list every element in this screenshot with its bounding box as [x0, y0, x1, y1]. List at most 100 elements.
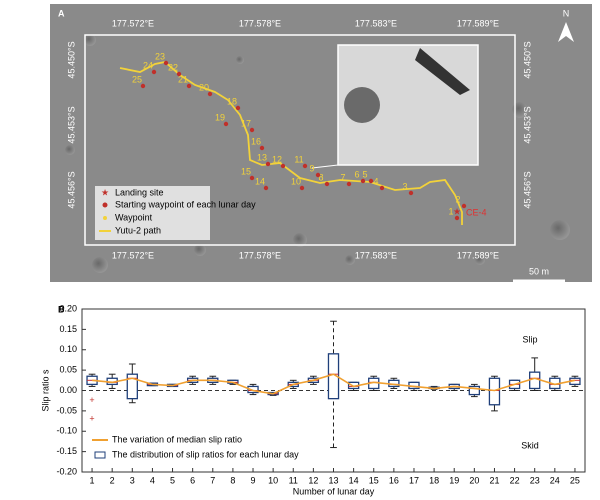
day-label: 24 [143, 60, 153, 70]
lon-label: 177.589°E [457, 18, 499, 28]
x-axis-label: Number of lunar day [293, 486, 375, 496]
y-tick-label: -0.05 [56, 405, 77, 415]
day-label: 13 [257, 152, 267, 162]
day-start [176, 71, 182, 77]
legend-label: The variation of median slip ratio [112, 434, 242, 444]
box [488, 377, 501, 406]
legend-label: Waypoint [115, 212, 153, 222]
x-tick-label: 16 [389, 475, 399, 485]
map-frame [84, 34, 516, 246]
day-start [249, 175, 255, 181]
day-start [324, 181, 330, 187]
day-start [259, 145, 265, 151]
annotation: Slip [522, 334, 537, 344]
day-label: 22 [168, 62, 178, 72]
day-start [263, 185, 269, 191]
x-tick-label: 1 [90, 475, 95, 485]
y-tick-label: 0.15 [59, 324, 77, 334]
y-tick-label: -0.15 [56, 446, 77, 456]
lat-label: 45.456°S [66, 171, 76, 208]
lat-label: 45.450°S [522, 41, 532, 78]
box [468, 385, 481, 396]
scale-label: 50 m [529, 266, 549, 276]
day-label: 11 [294, 154, 303, 164]
x-tick-label: 23 [530, 475, 540, 485]
x-tick-label: 24 [550, 475, 560, 485]
lon-label: 177.572°E [112, 18, 154, 28]
inset-connector [311, 164, 339, 169]
inset-shadow [415, 48, 470, 95]
lat-label: 45.450°S [66, 41, 76, 78]
map-legend-box [95, 186, 210, 240]
lat-label: 45.456°S [522, 171, 532, 208]
x-tick-label: 22 [510, 475, 520, 485]
y-tick-label: 0.20 [59, 303, 77, 313]
panel-label: A [58, 8, 65, 18]
day-label: 14 [255, 176, 265, 186]
day-label: 7 [340, 172, 345, 182]
day-start [265, 161, 271, 167]
x-tick-label: 20 [469, 475, 479, 485]
legend-label: Starting waypoint of each lunar day [115, 199, 256, 209]
day-start [186, 83, 192, 89]
map-background [50, 4, 592, 282]
outlier: + [89, 413, 94, 423]
legend-label: The distribution of slip ratios for each… [112, 449, 299, 459]
day-label: 10 [291, 176, 301, 186]
day-label: 17 [241, 118, 251, 128]
x-tick-label: 14 [349, 475, 359, 485]
lon-label: 177.578°E [239, 18, 281, 28]
day-label: 16 [251, 136, 261, 146]
day-start [151, 69, 157, 75]
lon-label: 177.583°E [355, 250, 397, 260]
box [529, 371, 541, 390]
y-tick-label: -0.10 [56, 426, 77, 436]
x-tick-label: 10 [268, 475, 278, 485]
day-start [302, 163, 308, 169]
day-start [280, 163, 286, 169]
lat-label: 45.453°S [522, 106, 532, 143]
lon-label: 177.572°E [112, 250, 154, 260]
legend-waypoint [103, 216, 107, 220]
day-start [163, 60, 169, 66]
day-label: 25 [132, 74, 142, 84]
north-label: N [563, 8, 570, 18]
day-label: 20 [199, 82, 209, 92]
annotation: Skid [521, 440, 539, 450]
x-tick-label: 4 [150, 475, 155, 485]
x-tick-label: 15 [369, 475, 379, 485]
site-label: CE-4 [466, 207, 487, 217]
x-tick-label: 9 [251, 475, 256, 485]
legend-label: Landing site [115, 187, 164, 197]
x-tick-label: 17 [409, 475, 419, 485]
day-start [346, 181, 352, 187]
landing-star: ★ [453, 206, 461, 216]
day-start [140, 83, 146, 89]
day-label: 1 [448, 206, 453, 216]
day-start [461, 203, 467, 209]
median-line [91, 373, 576, 395]
day-start [368, 178, 374, 184]
x-tick-label: 11 [289, 475, 298, 485]
day-label: 12 [272, 154, 282, 164]
x-tick-label: 8 [230, 475, 235, 485]
panel-label: B [58, 304, 65, 314]
x-tick-label: 25 [570, 475, 580, 485]
day-label: 23 [155, 51, 165, 61]
day-start [207, 91, 213, 97]
y-axis-label: Slip ratio s [40, 369, 50, 412]
legend-swatch [94, 451, 106, 459]
y-tick-label: 0.05 [59, 365, 77, 375]
day-label: 19 [215, 112, 225, 122]
day-start [235, 105, 241, 111]
legend-dot [102, 202, 108, 208]
day-start [249, 127, 255, 133]
lon-label: 177.578°E [239, 250, 281, 260]
x-tick-label: 18 [429, 475, 439, 485]
day-label: 8 [318, 172, 323, 182]
x-tick-label: 12 [308, 475, 318, 485]
day-label: 4 [373, 176, 378, 186]
map-panel: ★ Landing site Starting waypoint of each… [50, 4, 592, 285]
x-tick-label: 19 [449, 475, 459, 485]
